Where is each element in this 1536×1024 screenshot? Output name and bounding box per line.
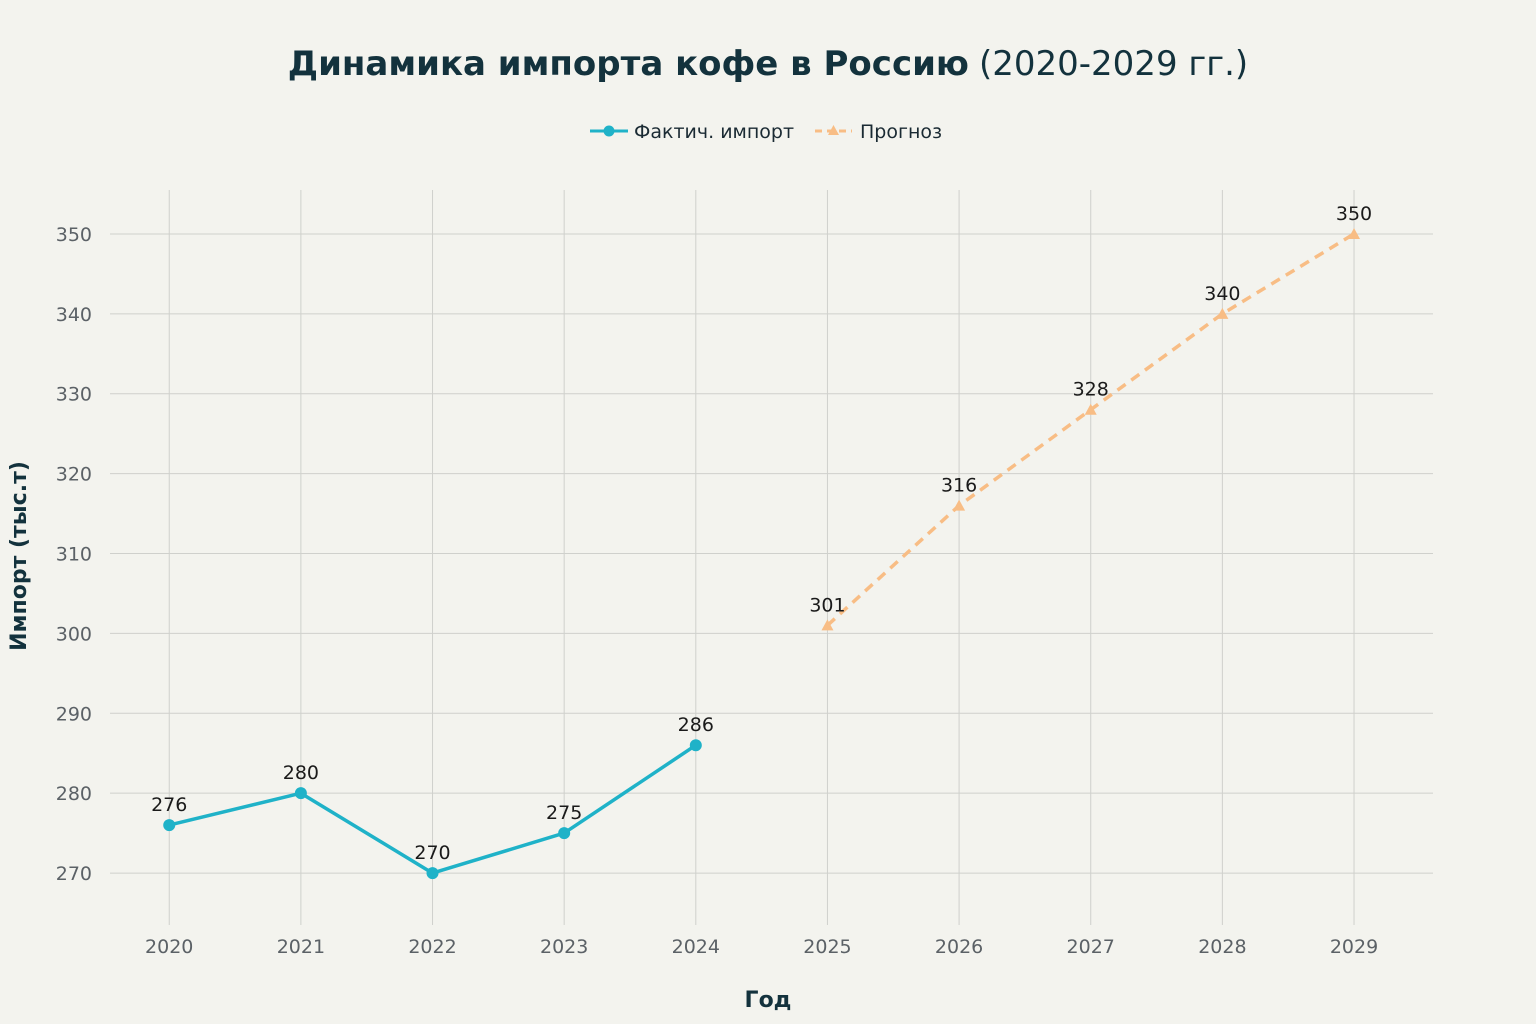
y-tick-label: 310 [56, 544, 92, 566]
x-tick-label: 2027 [1067, 936, 1115, 958]
data-label-forecast: 350 [1336, 203, 1372, 225]
x-tick-label: 2020 [145, 936, 193, 958]
y-tick-label: 290 [56, 703, 92, 725]
y-axis-ticks: 270 280 290 300 310 320 330 340 350 [56, 224, 92, 885]
x-axis-ticks: 2020 2021 2022 2023 2024 2025 2026 2027 2028 2029 [145, 936, 1378, 958]
legend-item-forecast[interactable]: Прогноз [815, 121, 942, 143]
x-axis-title: Год [745, 988, 792, 1013]
data-point-forecast [1084, 403, 1097, 415]
data-label-actual: 276 [151, 794, 187, 816]
legend-marker-circle-icon [603, 125, 615, 137]
chart-title-sub: (2020-2029 гг.) [979, 44, 1248, 84]
data-point-actual [426, 867, 439, 880]
x-tick-label: 2025 [803, 936, 851, 958]
y-tick-label: 330 [56, 384, 92, 406]
y-tick-label: 300 [56, 623, 92, 645]
chart-title: Динамика импорта кофе в Россию (2020-2029… [288, 44, 1248, 84]
y-tick-label: 270 [56, 863, 92, 885]
data-label-actual: 280 [283, 762, 319, 784]
x-tick-label: 2023 [540, 936, 588, 958]
y-tick-label: 340 [56, 304, 92, 326]
x-tick-label: 2021 [277, 936, 325, 958]
y-tick-label: 280 [56, 783, 92, 805]
data-labels: 276 280 270 275 286 301 316 328 340 350 [151, 203, 1372, 864]
data-label-forecast: 301 [809, 594, 845, 616]
y-axis-title: Импорт (тыс.т) [7, 461, 32, 651]
chart-title-main: Динамика импорта кофе в Россию [288, 44, 969, 84]
x-tick-label: 2028 [1198, 936, 1246, 958]
data-point-forecast [1216, 307, 1229, 319]
data-label-actual: 270 [414, 842, 450, 864]
legend-label-forecast: Прогноз [860, 121, 942, 143]
legend-item-actual[interactable]: Фактич. импорт [590, 121, 794, 143]
data-point-actual [163, 819, 176, 832]
data-point-forecast [821, 619, 834, 631]
y-tick-label: 320 [56, 464, 92, 486]
data-label-actual: 275 [546, 802, 582, 824]
data-point-actual [294, 787, 307, 800]
data-label-forecast: 328 [1073, 379, 1109, 401]
data-label-forecast: 340 [1204, 283, 1240, 305]
data-point-forecast [1348, 227, 1361, 239]
x-tick-label: 2024 [672, 936, 720, 958]
x-tick-label: 2029 [1330, 936, 1378, 958]
legend-marker-triangle-icon [828, 125, 839, 135]
data-point-actual [558, 827, 571, 840]
x-tick-label: 2022 [408, 936, 456, 958]
series-layer [163, 227, 1361, 880]
data-point-forecast [953, 499, 966, 511]
data-label-forecast: 316 [941, 475, 977, 497]
data-label-actual: 286 [678, 714, 714, 736]
legend: Фактич. импорт Прогноз [590, 121, 942, 143]
y-tick-label: 350 [56, 224, 92, 246]
legend-label-actual: Фактич. импорт [634, 121, 794, 143]
x-tick-label: 2026 [935, 936, 983, 958]
data-point-actual [689, 739, 702, 752]
